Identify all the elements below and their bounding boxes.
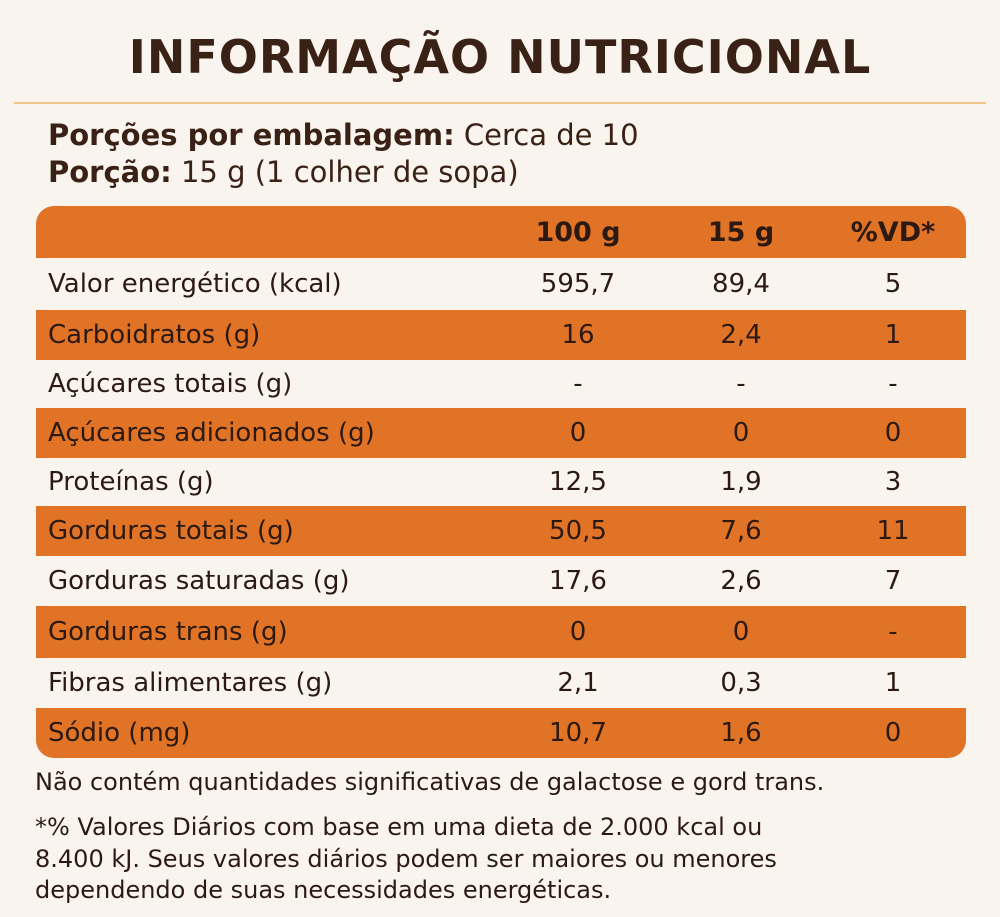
value-15g: 2,4	[720, 320, 762, 350]
portions-per-package: Porções por embalagem: Cerca de 10	[48, 118, 639, 152]
value-vd: 1	[884, 668, 902, 698]
portions-label: Porções por embalagem:	[48, 118, 455, 152]
row-label: Açúcares adicionados (g)	[48, 418, 375, 448]
value-100g: 0	[569, 617, 587, 647]
footnote-daily-values-2: 8.400 kJ. Seus valores diários podem ser…	[35, 845, 777, 873]
footnote-galactose: Não contém quantidades significativas de…	[35, 768, 825, 796]
value-100g: -	[573, 369, 583, 399]
header-vd: %VD*	[850, 216, 936, 248]
table-row: Carboidratos (g) 16 2,4 1	[36, 310, 966, 360]
row-label: Gorduras totais (g)	[48, 516, 294, 546]
portion-size: Porção: 15 g (1 colher de sopa)	[48, 155, 519, 189]
value-100g: 12,5	[549, 467, 607, 497]
row-label: Gorduras trans (g)	[48, 617, 288, 647]
value-15g: 89,4	[712, 269, 770, 299]
table-row: Açúcares totais (g) - - -	[36, 360, 966, 408]
table-row: Proteínas (g) 12,5 1,9 3	[36, 458, 966, 506]
value-vd: 3	[884, 467, 902, 497]
table-row: Gorduras saturadas (g) 17,6 2,6 7	[36, 556, 966, 606]
value-15g: -	[736, 369, 746, 399]
table-row: Gorduras totais (g) 50,5 7,6 11	[36, 506, 966, 556]
table-header: 100 g 15 g %VD*	[36, 206, 966, 258]
table-row: Fibras alimentares (g) 2,1 0,3 1	[36, 658, 966, 708]
value-100g: 2,1	[557, 668, 599, 698]
portion-label: Porção:	[48, 155, 172, 189]
row-label: Gorduras saturadas (g)	[48, 566, 350, 596]
value-vd: 11	[876, 516, 910, 546]
row-label: Sódio (mg)	[48, 718, 191, 748]
value-100g: 16	[561, 320, 595, 350]
row-label: Fibras alimentares (g)	[48, 668, 333, 698]
footnote-daily-values-1: *% Valores Diários com base em uma dieta…	[35, 813, 763, 841]
value-vd: 1	[884, 320, 902, 350]
table-row: Valor energético (kcal) 595,7 89,4 5	[36, 258, 966, 310]
row-label: Carboidratos (g)	[48, 320, 261, 350]
portions-value: Cerca de 10	[463, 118, 639, 152]
value-15g: 0,3	[720, 668, 762, 698]
value-vd: -	[888, 617, 898, 647]
value-100g: 10,7	[549, 718, 607, 748]
value-vd: 0	[884, 718, 902, 748]
row-label: Proteínas (g)	[48, 467, 214, 497]
value-15g: 7,6	[720, 516, 762, 546]
value-vd: 7	[884, 566, 902, 596]
table-row: Gorduras trans (g) 0 0 -	[36, 606, 966, 658]
table-row: Açúcares adicionados (g) 0 0 0	[36, 408, 966, 458]
page-title: INFORMAÇÃO NUTRICIONAL	[128, 30, 872, 84]
value-15g: 2,6	[720, 566, 762, 596]
value-100g: 0	[569, 418, 587, 448]
value-15g: 1,6	[720, 718, 762, 748]
header-15g: 15 g	[707, 216, 775, 248]
title-divider	[14, 102, 986, 104]
value-15g: 0	[732, 617, 750, 647]
value-100g: 17,6	[549, 566, 607, 596]
row-label: Valor energético (kcal)	[48, 269, 342, 299]
value-vd: 5	[884, 269, 902, 299]
value-15g: 0	[732, 418, 750, 448]
nutrition-table: 100 g 15 g %VD* Valor energético (kcal) …	[36, 206, 966, 758]
portion-value: 15 g (1 colher de sopa)	[180, 155, 519, 189]
row-label: Açúcares totais (g)	[48, 369, 293, 399]
footnote-daily-values-3: dependendo de suas necessidades energéti…	[35, 876, 612, 904]
table-row: Sódio (mg) 10,7 1,6 0	[36, 708, 966, 758]
header-100g: 100 g	[535, 216, 621, 248]
value-vd: 0	[884, 418, 902, 448]
value-vd: -	[888, 369, 898, 399]
value-100g: 50,5	[549, 516, 607, 546]
value-100g: 595,7	[540, 269, 616, 299]
value-15g: 1,9	[720, 467, 762, 497]
